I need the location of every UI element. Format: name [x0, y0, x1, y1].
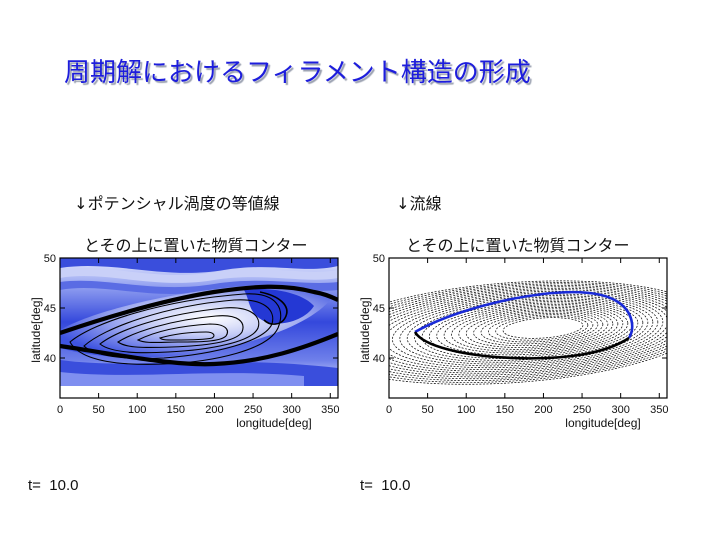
material-contour-blue	[414, 290, 634, 339]
y-tick-label: 40	[373, 353, 385, 365]
material-contour-lower	[60, 332, 338, 367]
x-tick-label: 50	[421, 404, 433, 416]
right-caption: ↓流線 とその上に置いた物質コンター	[386, 172, 630, 277]
x-axis-label: longitude[deg]	[565, 416, 640, 430]
axis-ticks: 0 50 100 150 200 250 300 350 40 45 50	[44, 253, 340, 416]
plot-frame	[59, 257, 339, 399]
axis-ticks: 0 50 100 150 200 250 300 350 40 45 50	[373, 253, 669, 416]
streamline	[399, 296, 654, 365]
time-label-right: t= 10.0	[360, 477, 411, 494]
x-tick-label: 300	[611, 404, 629, 416]
streamline	[473, 311, 604, 347]
left-caption: ↓ポテンシャル渦度の等値線 とその上に置いた物質コンター	[64, 172, 308, 277]
streamline	[389, 290, 667, 372]
pv-field	[60, 258, 338, 398]
right-caption-line1: ↓流線	[396, 194, 442, 213]
x-tick-label: 250	[244, 404, 262, 416]
streamline	[480, 312, 599, 345]
x-tick-label: 100	[457, 404, 475, 416]
streamline	[465, 309, 609, 348]
x-tick-label: 150	[167, 404, 185, 416]
streamline	[389, 283, 667, 381]
streamline	[389, 289, 667, 374]
material-contour-upper	[60, 284, 338, 335]
y-tick-label: 45	[44, 303, 56, 315]
x-tick-label: 200	[205, 404, 223, 416]
y-axis-label: latitude[deg]	[358, 297, 372, 362]
y-tick-label: 50	[373, 253, 385, 265]
x-tick-label: 350	[650, 404, 668, 416]
streamline	[389, 286, 667, 378]
y-tick-label: 45	[373, 303, 385, 315]
streamline	[487, 314, 594, 343]
x-tick-label: 0	[386, 404, 392, 416]
x-tick-label: 300	[282, 404, 300, 416]
x-tick-label: 350	[321, 404, 339, 416]
streamline	[389, 287, 667, 376]
y-tick-label: 40	[44, 353, 56, 365]
pv-contour-plot: 0 50 100 150 200 250 300 350 40 45 50 longitude[de…	[29, 253, 340, 430]
x-tick-label: 150	[496, 404, 514, 416]
left-caption-line2: とその上に置いた物質コンター	[84, 236, 308, 255]
slide-title: 周期解におけるフィラメント構造の形成	[64, 58, 531, 88]
x-tick-label: 200	[534, 404, 552, 416]
streamline-plot: 0 50 100 150 200 250 300 350 40 45 50 longitude[de…	[358, 253, 669, 430]
x-tick-label: 250	[573, 404, 591, 416]
streamline	[389, 284, 667, 380]
streamline	[436, 304, 629, 356]
time-label-left: t= 10.0	[28, 477, 79, 494]
material-contour-black	[413, 331, 630, 360]
y-axis-label: latitude[deg]	[29, 297, 43, 362]
right-caption-line2: とその上に置いた物質コンター	[406, 236, 630, 255]
streamline	[406, 298, 649, 363]
left-caption-line1: ↓ポテンシャル渦度の等値線	[74, 194, 280, 213]
plot-frame	[388, 257, 668, 399]
streamline	[451, 307, 619, 352]
x-axis-label: longitude[deg]	[236, 416, 311, 430]
x-tick-label: 50	[92, 404, 104, 416]
streamline	[495, 315, 589, 341]
x-tick-label: 0	[57, 404, 63, 416]
y-tick-label: 50	[44, 253, 56, 265]
x-tick-label: 100	[128, 404, 146, 416]
streamline	[502, 317, 584, 339]
